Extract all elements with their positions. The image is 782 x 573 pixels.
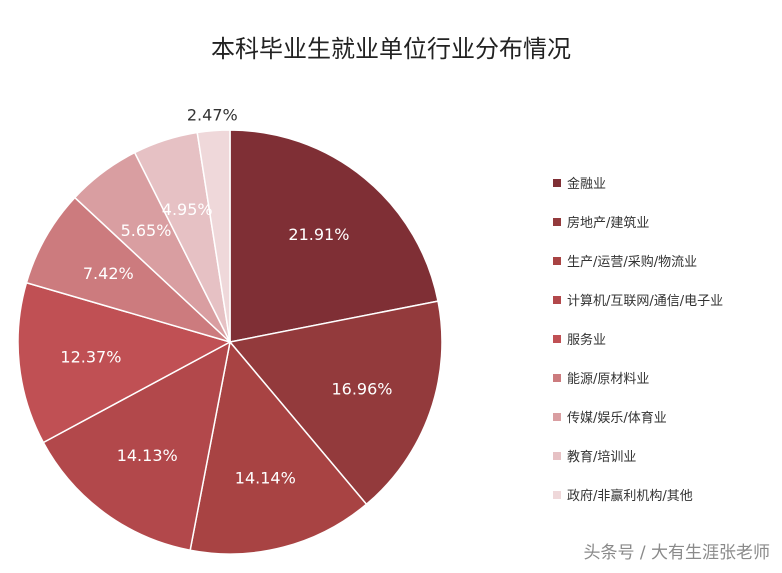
legend-swatch-6 — [553, 413, 561, 421]
legend-swatch-3 — [553, 296, 561, 304]
pie-slice-4 — [17, 281, 232, 444]
legend-swatch-2 — [553, 257, 561, 265]
data-label-8: 2.47% — [187, 106, 238, 125]
data-label-6: 5.65% — [121, 221, 172, 240]
data-label-4: 12.37% — [60, 348, 121, 367]
pie-slice-1 — [228, 300, 443, 506]
pie-slice-0 — [229, 129, 439, 343]
legend-swatch-0 — [553, 179, 561, 187]
legend-label-4: 服务业 — [567, 332, 606, 348]
pie-slice-3 — [42, 340, 232, 552]
pie-data-labels: 21.91% 16.96% 14.14% 14.13% 12.37% 7.42% 5.65%… — [60, 106, 392, 488]
data-label-2: 14.14% — [235, 468, 296, 487]
pie-slice-5 — [25, 196, 231, 343]
pie-slices — [17, 129, 443, 555]
legend-label-0: 金融业 — [567, 176, 606, 192]
data-label-0: 21.91% — [288, 225, 349, 244]
legend-swatch-7 — [553, 452, 561, 460]
data-label-3: 14.13% — [117, 446, 178, 465]
legend-label-1: 房地产/建筑业 — [567, 215, 649, 231]
legend-label-2: 生产/运营/采购/物流业 — [567, 254, 697, 270]
legend-label-3: 计算机/互联网/通信/电子业 — [567, 294, 723, 309]
watermark: 头条号 / 大有生涯张老师 — [583, 543, 770, 563]
data-label-5: 7.42% — [83, 264, 134, 283]
data-label-1: 16.96% — [331, 380, 392, 399]
pie-slice-8 — [196, 129, 231, 343]
chart-title: 本科毕业生就业单位行业分布情况 — [211, 35, 571, 63]
legend-label-5: 能源/原材料业 — [567, 372, 649, 387]
data-label-7: 4.95% — [162, 200, 213, 219]
legend: 金融业房地产/建筑业生产/运营/采购/物流业计算机/互联网/通信/电子业服务业能… — [553, 176, 723, 504]
legend-swatch-1 — [553, 218, 561, 226]
legend-swatch-8 — [553, 491, 561, 499]
legend-swatch-4 — [553, 335, 561, 343]
legend-swatch-5 — [553, 374, 561, 382]
legend-label-8: 政府/非赢利机构/其他 — [567, 488, 693, 504]
legend-label-6: 传媒/娱乐/体育业 — [567, 410, 667, 426]
legend-label-7: 教育/培训业 — [567, 449, 636, 465]
pie-slice-2 — [189, 340, 368, 555]
